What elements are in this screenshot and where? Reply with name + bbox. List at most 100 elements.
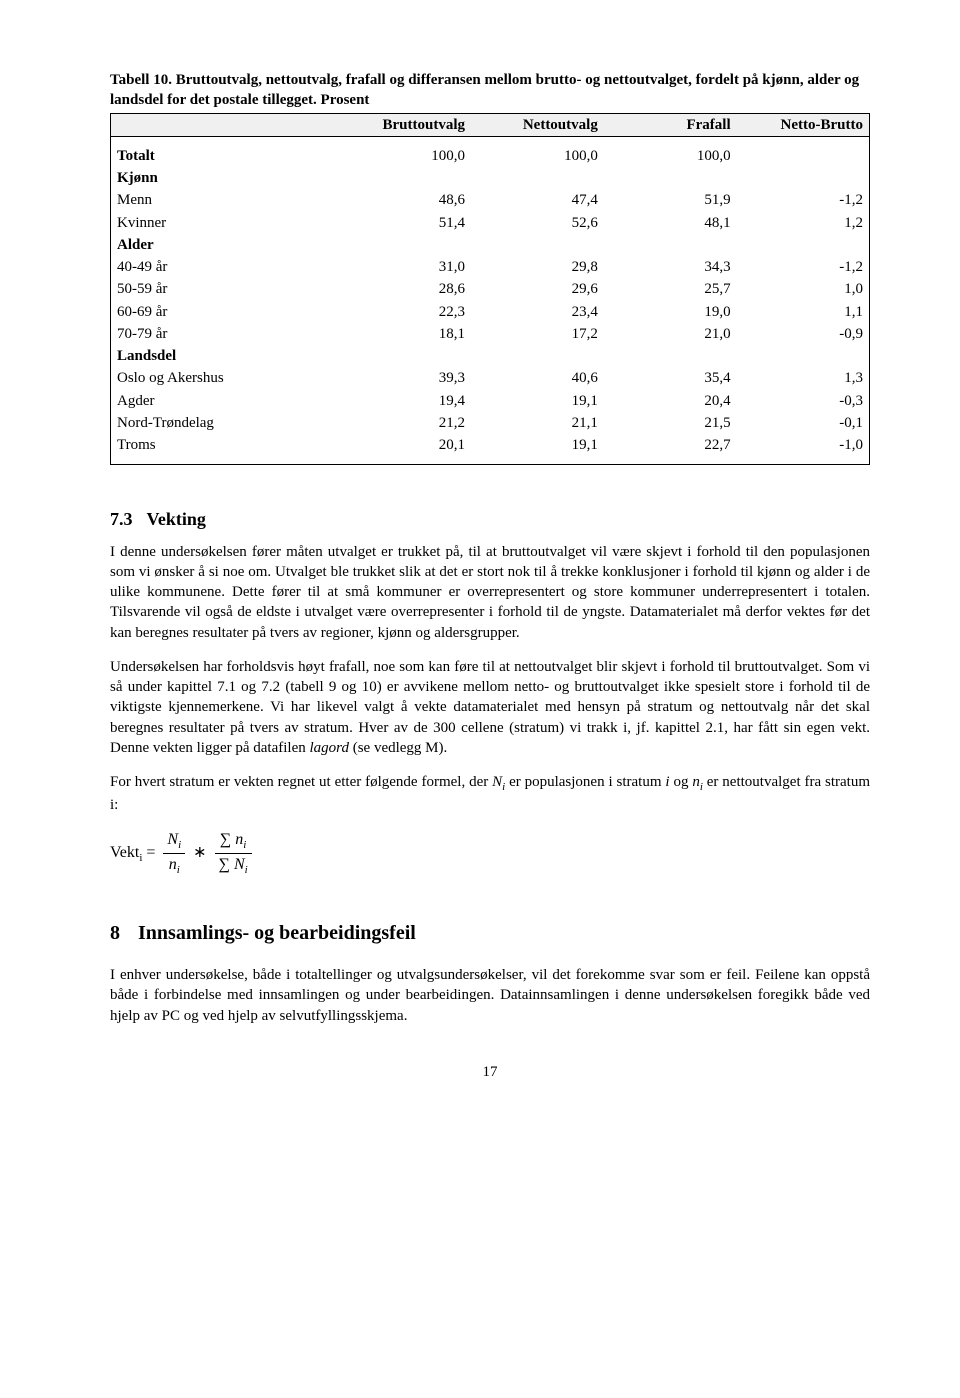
cell: 29,6 (471, 278, 604, 300)
filename: lagord (310, 740, 349, 756)
table-row: Totalt100,0100,0100,0 (111, 145, 870, 167)
table-header-row: BruttoutvalgNettoutvalgFrafallNetto-Brut… (111, 113, 870, 136)
cell: -0,9 (737, 323, 870, 345)
formula: Vekti = Ni ni ∗ ∑ ni ∑ Ni (110, 829, 870, 878)
table-number: Tabell 10. (110, 72, 172, 88)
table-row: Nord-Trøndelag21,221,121,5-0,1 (111, 412, 870, 434)
table-row: Agder19,419,120,4-0,3 (111, 390, 870, 412)
cell: 51,4 (338, 212, 471, 234)
cell: 48,1 (604, 212, 737, 234)
cell: 23,4 (471, 301, 604, 323)
math-symbol: Ni (492, 774, 505, 790)
cell: 100,0 (471, 145, 604, 167)
fraction: Ni ni (163, 829, 185, 878)
table-row: 40-49 år31,029,834,3-1,2 (111, 256, 870, 278)
section-number: 7.3 (110, 509, 133, 529)
paragraph: I denne undersøkelsen fører måten utvalg… (110, 542, 870, 643)
cell: 1,0 (737, 278, 870, 300)
cell: 20,4 (604, 390, 737, 412)
page-number: 17 (110, 1062, 870, 1082)
text: og (670, 774, 693, 790)
table-caption-text: Bruttoutvalg, nettoutvalg, frafall og di… (110, 72, 859, 108)
math-symbol: ni (692, 774, 703, 790)
cell: 20,1 (338, 434, 471, 456)
group-header-row: Landsdel (111, 345, 870, 367)
cell: 1,2 (737, 212, 870, 234)
cell: 48,6 (338, 189, 471, 211)
row-label: Oslo og Akershus (111, 367, 339, 389)
group-header: Alder (111, 234, 870, 256)
row-label: Kvinner (111, 212, 339, 234)
section-title: Vekting (147, 509, 206, 529)
cell: 31,0 (338, 256, 471, 278)
cell: 22,7 (604, 434, 737, 456)
group-header-row: Kjønn (111, 167, 870, 189)
cell: 19,0 (604, 301, 737, 323)
table-row: Oslo og Akershus39,340,635,41,3 (111, 367, 870, 389)
section-heading-7-3: 7.3 Vekting (110, 507, 870, 531)
row-label: 60-69 år (111, 301, 339, 323)
cell: -1,2 (737, 256, 870, 278)
cell: -0,1 (737, 412, 870, 434)
table-body: Totalt100,0100,0100,0KjønnMenn48,647,451… (111, 136, 870, 465)
column-header: Frafall (604, 113, 737, 136)
table-row: 60-69 år22,323,419,01,1 (111, 301, 870, 323)
table-row: 70-79 år18,117,221,0-0,9 (111, 323, 870, 345)
fraction: ∑ ni ∑ Ni (215, 829, 252, 878)
cell: 39,3 (338, 367, 471, 389)
cell: 47,4 (471, 189, 604, 211)
table-caption: Tabell 10. Bruttoutvalg, nettoutvalg, fr… (110, 70, 870, 111)
cell: 1,3 (737, 367, 870, 389)
cell: 51,9 (604, 189, 737, 211)
row-label: Totalt (111, 145, 339, 167)
column-header: Nettoutvalg (471, 113, 604, 136)
paragraph: I enhver undersøkelse, både i totaltelli… (110, 965, 870, 1026)
cell: -0,3 (737, 390, 870, 412)
table-row: Menn48,647,451,9-1,2 (111, 189, 870, 211)
cell: 17,2 (471, 323, 604, 345)
cell: 21,2 (338, 412, 471, 434)
cell: 29,8 (471, 256, 604, 278)
text: er populasjonen i stratum (505, 774, 665, 790)
cell: 22,3 (338, 301, 471, 323)
cell: 21,5 (604, 412, 737, 434)
cell: 34,3 (604, 256, 737, 278)
cell: 35,4 (604, 367, 737, 389)
cell: -1,2 (737, 189, 870, 211)
row-label: 70-79 år (111, 323, 339, 345)
formula-lhs: Vekti = (110, 844, 159, 861)
cell: 21,1 (471, 412, 604, 434)
cell: 19,1 (471, 390, 604, 412)
cell: 18,1 (338, 323, 471, 345)
cell: 40,6 (471, 367, 604, 389)
chapter-heading-8: 8 Innsamlings- og bearbeidingsfeil (110, 920, 870, 947)
row-label: Menn (111, 189, 339, 211)
chapter-title: Innsamlings- og bearbeidingsfeil (138, 922, 416, 944)
group-header: Landsdel (111, 345, 870, 367)
cell: 21,0 (604, 323, 737, 345)
cell: 19,4 (338, 390, 471, 412)
cell: 25,7 (604, 278, 737, 300)
group-header: Kjønn (111, 167, 870, 189)
cell: 19,1 (471, 434, 604, 456)
cell: 100,0 (338, 145, 471, 167)
multiply-sign: ∗ (193, 844, 210, 861)
group-header-row: Alder (111, 234, 870, 256)
chapter-number: 8 (110, 922, 120, 944)
row-label: Agder (111, 390, 339, 412)
table-row: Kvinner51,452,648,11,2 (111, 212, 870, 234)
paragraph: For hvert stratum er vekten regnet ut et… (110, 772, 870, 815)
row-label: Troms (111, 434, 339, 456)
cell (737, 145, 870, 167)
table-row: Troms20,119,122,7-1,0 (111, 434, 870, 456)
data-table: BruttoutvalgNettoutvalgFrafallNetto-Brut… (110, 113, 870, 466)
cell: 28,6 (338, 278, 471, 300)
text: For hvert stratum er vekten regnet ut et… (110, 774, 492, 790)
paragraph: Undersøkelsen har forholdsvis høyt frafa… (110, 657, 870, 758)
cell: 52,6 (471, 212, 604, 234)
row-label: Nord-Trøndelag (111, 412, 339, 434)
column-header: Netto-Brutto (737, 113, 870, 136)
cell: 100,0 (604, 145, 737, 167)
row-label: 40-49 år (111, 256, 339, 278)
column-header (111, 113, 339, 136)
